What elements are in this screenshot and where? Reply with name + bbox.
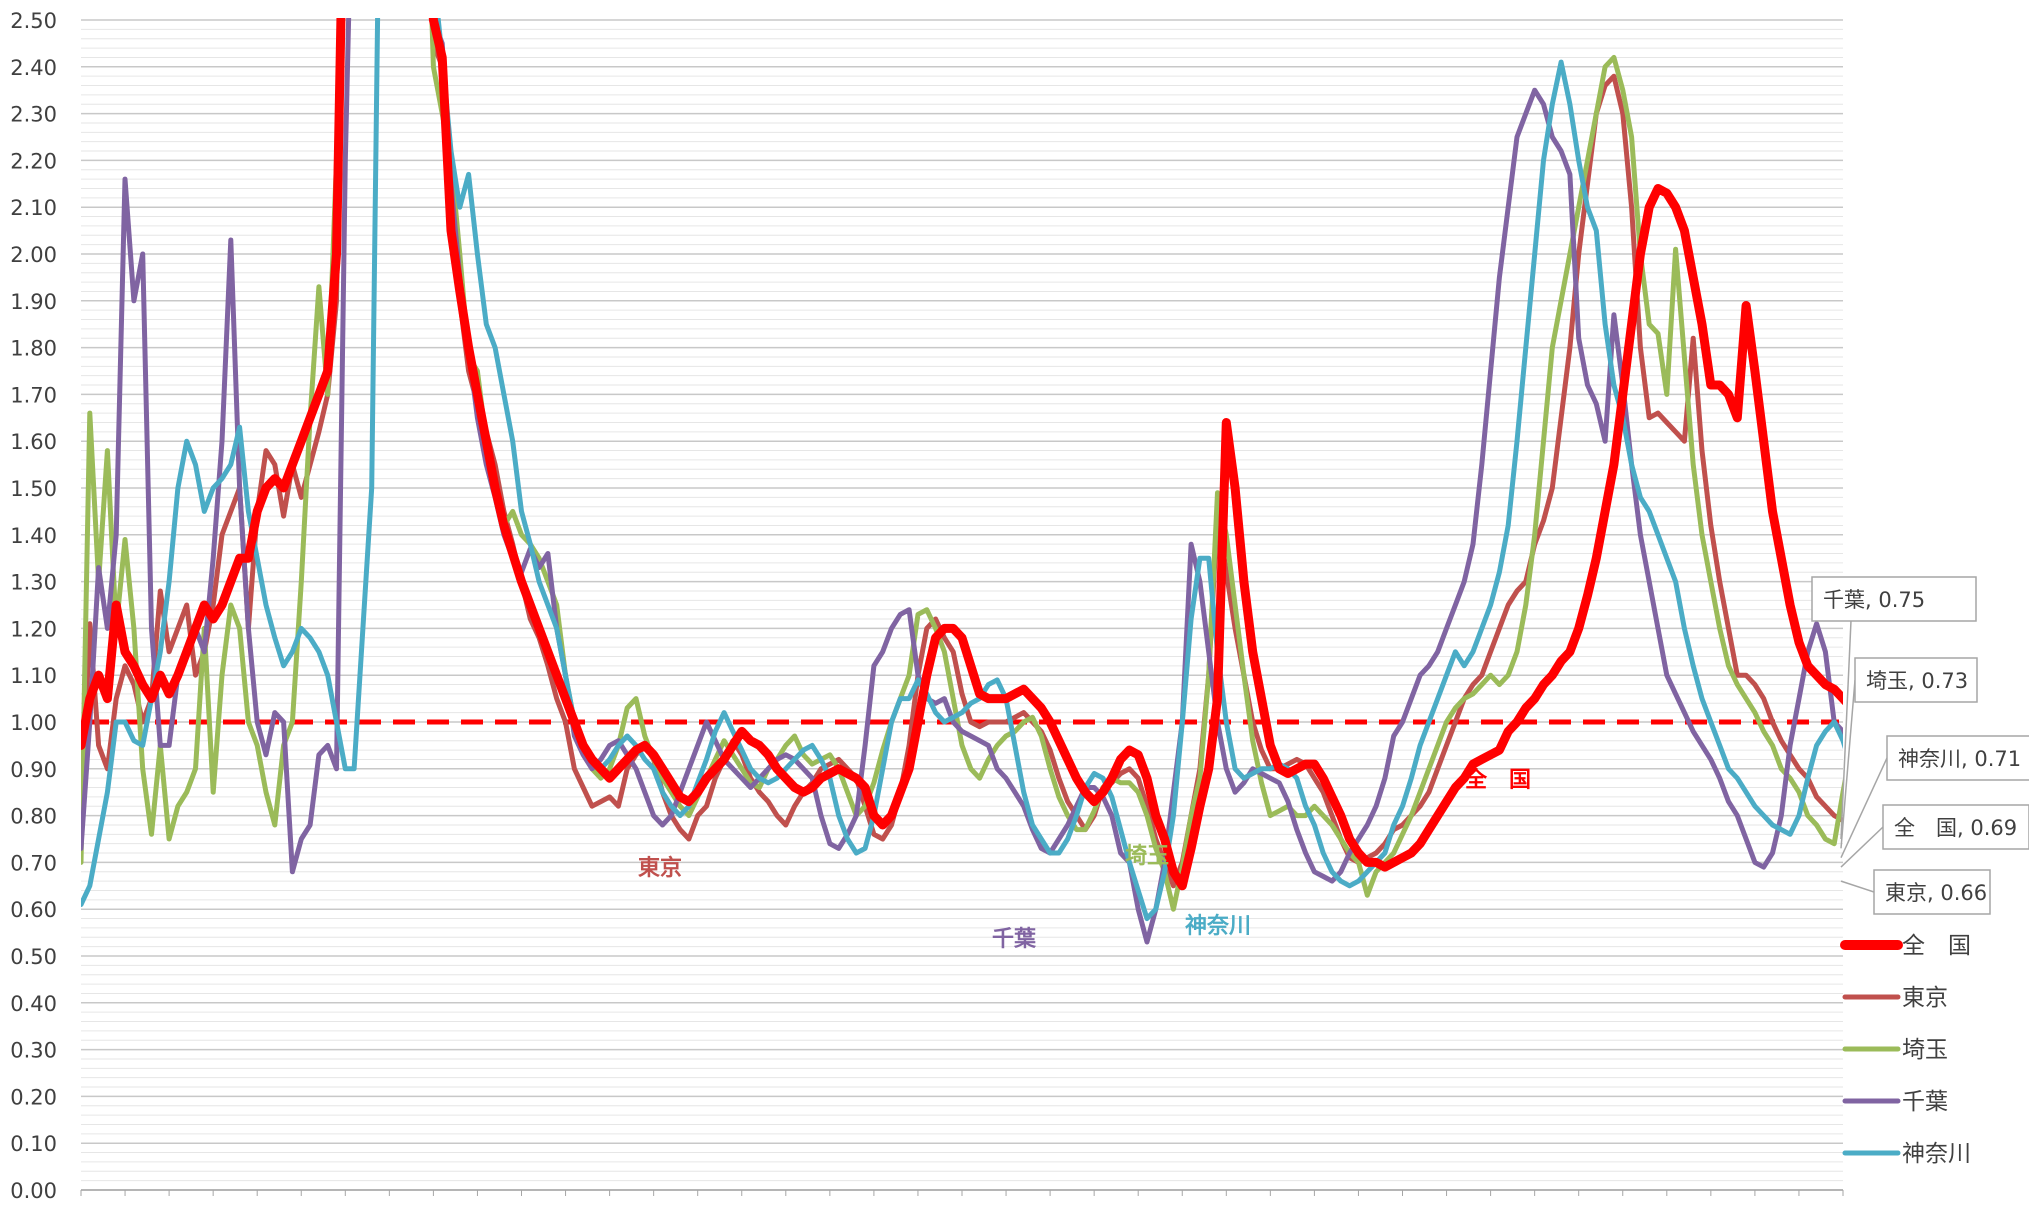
legend-label: 埼玉 [1902,1037,1948,1063]
y-tick-label: 2.10 [10,196,57,220]
y-tick-label: 0.00 [10,1179,57,1202]
series-inline-label: 神奈川 [1185,913,1251,939]
end-value-label: 埼玉, 0.73 [1866,669,1968,693]
y-tick-label: 1.40 [10,524,57,548]
y-tick-label: 2.30 [10,103,57,127]
y-tick-label: 2.00 [10,243,57,267]
y-tick-label: 1.90 [10,290,57,314]
y-tick-label: 0.30 [10,1039,57,1063]
y-tick-label: 1.80 [10,337,57,361]
legend-label: 東京 [1902,985,1948,1011]
y-tick-label: 0.40 [10,992,57,1016]
end-value-label: 東京, 0.66 [1885,881,1987,905]
y-tick-label: 2.50 [10,9,57,33]
callout-leader [1840,880,1875,893]
y-tick-label: 0.80 [10,805,57,829]
callout-box [1854,657,1978,703]
y-tick-label: 1.10 [10,664,57,688]
y-tick-label: 1.30 [10,571,57,595]
series-inline-label: 千葉 [992,927,1037,952]
callout-box [1882,804,2029,850]
series-line-4 [81,18,1843,922]
series-line-3 [81,18,1843,945]
callout-box [1886,735,2029,781]
end-value-label: 千葉, 0.75 [1823,588,1925,612]
legend-label: 全 国 [1902,933,1971,959]
y-tick-label: 0.20 [10,1085,57,1109]
series-inline-label: 東京 [638,855,682,881]
y-tick-label: 0.10 [10,1132,57,1156]
y-tick-label: 0.60 [10,898,57,922]
end-value-label: 全 国, 0.69 [1894,816,2017,840]
y-tick-label: 1.60 [10,430,57,454]
y-tick-label: 1.70 [10,383,57,407]
y-tick-label: 1.20 [10,617,57,641]
legend-label: 神奈川 [1902,1141,1971,1167]
series-inline-label: 埼玉 [1125,844,1169,869]
end-value-label: 神奈川, 0.71 [1898,747,2021,771]
y-tick-label: 2.20 [10,149,57,173]
callout-box [1811,576,1977,622]
series-line-2 [81,18,1843,912]
series-inline-label: 全 国 [1464,767,1531,793]
callout-box [1873,869,1991,915]
callout-leader [1840,757,1888,859]
callout-leader [1840,598,1853,840]
y-tick-label: 2.40 [10,56,57,80]
y-tick-label: 0.90 [10,758,57,782]
y-tick-label: 1.00 [10,711,57,735]
y-tick-label: 0.70 [10,851,57,875]
legend-label: 千葉 [1902,1089,1948,1115]
callout-leader [1840,679,1856,849]
y-tick-label: 0.50 [10,945,57,969]
series-line-0 [81,18,1843,891]
callout-leader [1840,826,1884,868]
y-tick-label: 1.50 [10,477,57,501]
